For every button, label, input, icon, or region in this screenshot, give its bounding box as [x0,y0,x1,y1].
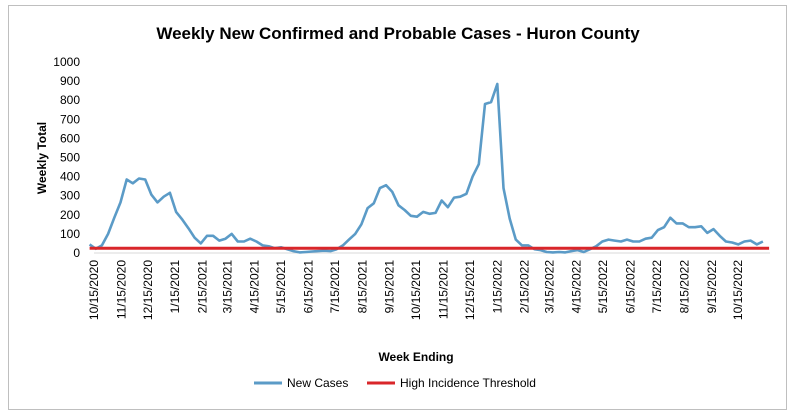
x-tick-label: 7/15/2022 [650,260,664,314]
legend: New Cases High Incidence Threshold [254,376,536,390]
x-tick-label: 1/15/2021 [168,260,182,314]
x-axis: 10/15/2020 11/15/2020 12/15/2020 1/15/2021 2… [87,260,745,320]
x-tick-label: 5/15/2022 [596,260,610,314]
y-tick-label: 400 [60,170,80,184]
x-axis-label: Week Ending [378,350,453,364]
legend-new-cases-label: New Cases [287,376,348,390]
x-tick-label: 3/15/2021 [220,260,234,314]
chart-title: Weekly New Confirmed and Probable Cases … [156,24,640,43]
x-tick-label: 8/15/2022 [677,260,691,314]
x-tick-label: 9/15/2021 [383,260,397,314]
x-tick-label: 8/15/2021 [355,260,369,314]
x-tick-label: 9/15/2022 [705,260,719,314]
x-tick-label: 4/15/2021 [248,260,262,314]
y-tick-label: 700 [60,112,80,126]
x-tick-label: 10/15/2021 [409,260,423,320]
chart-frame [8,5,787,410]
x-tick-label: 7/15/2021 [328,260,342,314]
x-tick-label: 6/15/2021 [301,260,315,314]
x-tick-label: 3/15/2022 [542,260,556,314]
y-tick-label: 800 [60,93,80,107]
x-tick-label: 4/15/2022 [570,260,584,314]
x-tick-label: 12/15/2021 [463,260,477,320]
y-tick-label: 100 [60,227,80,241]
x-tick-label: 10/15/2020 [87,260,101,320]
x-tick-label: 10/15/2022 [731,260,745,320]
y-tick-label: 1000 [53,55,80,69]
x-tick-label: 12/15/2020 [141,260,155,320]
x-tick-label: 1/15/2022 [490,260,504,314]
x-tick-label: 5/15/2021 [274,260,288,314]
y-tick-label: 900 [60,74,80,88]
y-axis-label: Weekly Total [35,122,49,194]
series-group [88,82,770,254]
y-tick-label: 300 [60,189,80,203]
y-tick-label: 0 [73,246,80,260]
legend-high-incidence-threshold-label: High Incidence Threshold [400,376,536,390]
x-tick-label: 11/15/2020 [114,260,128,319]
x-tick-label: 2/15/2021 [196,260,210,314]
x-tick-label: 2/15/2022 [518,260,532,314]
y-axis: 0 100 200 300 400 500 600 700 800 900 1000 [53,55,80,260]
new-cases-line [88,82,764,254]
y-tick-label: 500 [60,151,80,165]
y-tick-label: 200 [60,208,80,222]
x-tick-label: 6/15/2022 [624,260,638,314]
y-tick-label: 600 [60,131,80,145]
x-tick-label: 11/15/2021 [436,260,450,319]
